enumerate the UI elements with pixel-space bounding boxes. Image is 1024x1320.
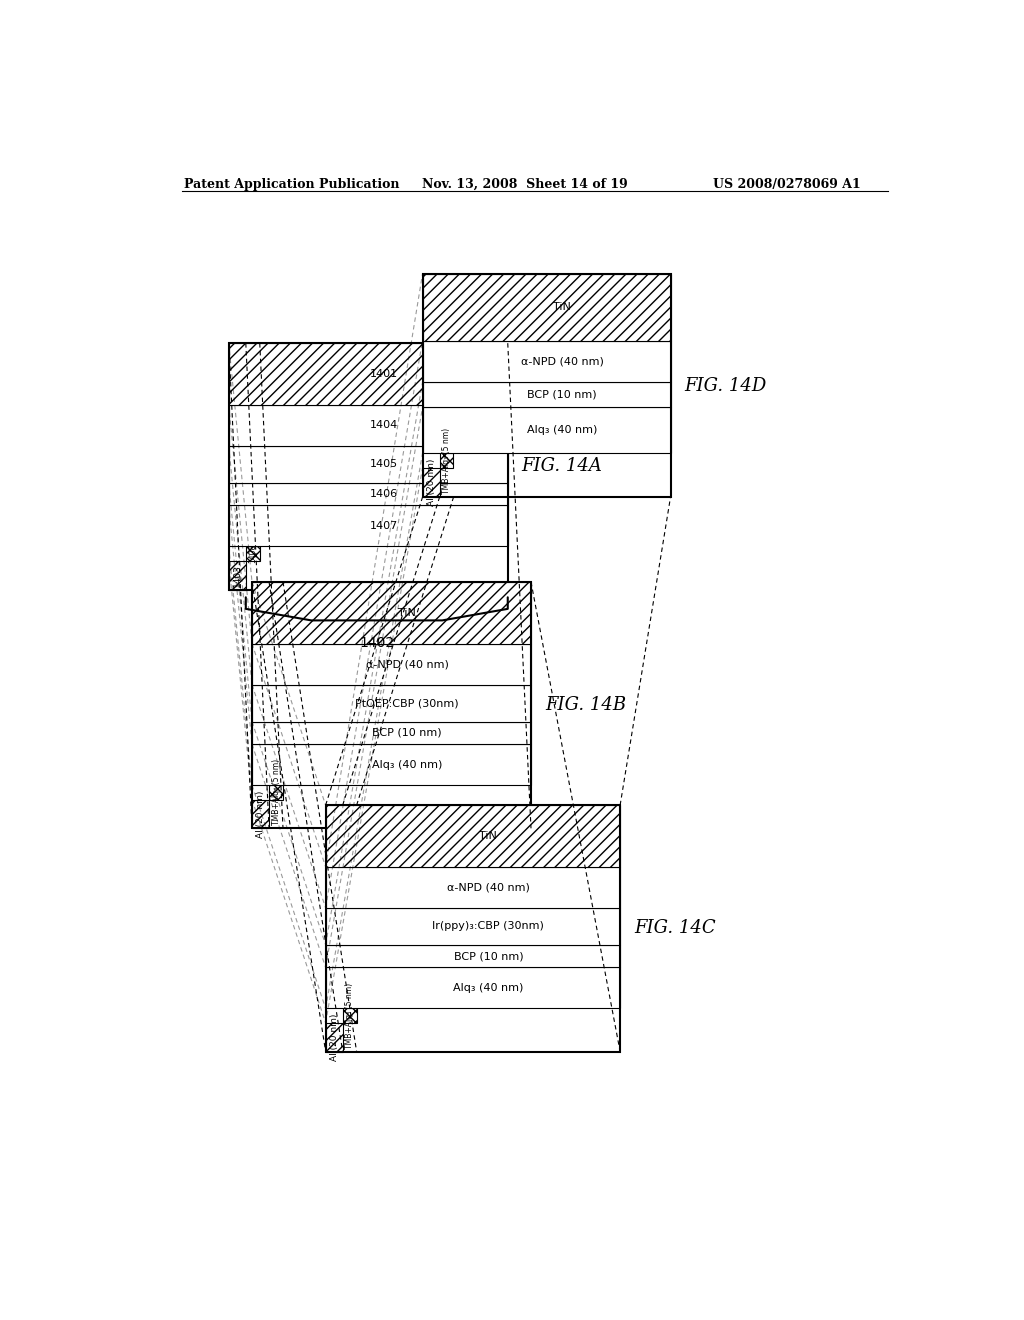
Bar: [228, 343, 508, 590]
Bar: [326, 805, 621, 1052]
Bar: [423, 469, 439, 498]
Bar: [326, 945, 621, 968]
Bar: [326, 968, 621, 1008]
Text: TiN: TiN: [398, 607, 416, 618]
Bar: [252, 744, 531, 785]
Text: Nov. 13, 2008  Sheet 14 of 19: Nov. 13, 2008 Sheet 14 of 19: [423, 178, 629, 190]
Bar: [228, 446, 508, 483]
Text: 1401: 1401: [370, 370, 397, 379]
Bar: [343, 1008, 356, 1023]
Text: α-NPD (40 nm): α-NPD (40 nm): [446, 882, 529, 892]
Text: α-NPD (40 nm): α-NPD (40 nm): [520, 356, 603, 367]
Text: TMB+Alq₃ (5 nm): TMB+Alq₃ (5 nm): [345, 982, 354, 1048]
Bar: [252, 582, 531, 829]
Text: PtOEP:CBP (30nm): PtOEP:CBP (30nm): [355, 698, 459, 708]
Text: Ir(ppy)₃:CBP (30nm): Ir(ppy)₃:CBP (30nm): [432, 921, 545, 932]
Text: BCP (10 nm): BCP (10 nm): [372, 727, 441, 738]
Text: Alq₃ (40 nm): Alq₃ (40 nm): [454, 983, 523, 993]
Text: TiN: TiN: [553, 302, 571, 313]
Text: US 2008/0278069 A1: US 2008/0278069 A1: [713, 178, 861, 190]
Text: Alq₃ (40 nm): Alq₃ (40 nm): [372, 759, 442, 770]
Text: 1408: 1408: [248, 544, 257, 564]
Text: 1402: 1402: [359, 636, 394, 649]
Text: FIG. 14D: FIG. 14D: [684, 376, 767, 395]
Bar: [326, 908, 621, 945]
Text: 1404: 1404: [370, 420, 398, 430]
Text: BCP (10 nm): BCP (10 nm): [527, 389, 597, 400]
Text: 1406: 1406: [370, 490, 397, 499]
Text: Al (20 nm): Al (20 nm): [427, 459, 435, 507]
Text: Al (20 nm): Al (20 nm): [330, 1014, 339, 1061]
Bar: [246, 546, 260, 561]
Text: 1405: 1405: [370, 459, 397, 470]
Text: TiN: TiN: [479, 832, 498, 841]
Bar: [252, 722, 531, 744]
Bar: [423, 383, 671, 408]
Text: Al (20 nm): Al (20 nm): [256, 791, 265, 838]
Text: α-NPD (40 nm): α-NPD (40 nm): [366, 659, 449, 669]
Bar: [423, 408, 671, 453]
Bar: [228, 483, 508, 506]
Bar: [326, 1023, 343, 1052]
Text: 1407: 1407: [370, 521, 398, 531]
Bar: [423, 341, 671, 383]
Bar: [252, 644, 531, 685]
Text: FIG. 14A: FIG. 14A: [521, 458, 602, 475]
Bar: [252, 582, 531, 644]
Bar: [228, 343, 508, 405]
Bar: [252, 685, 531, 722]
Bar: [326, 867, 621, 908]
Bar: [228, 561, 246, 590]
Bar: [269, 785, 283, 800]
Text: BCP (10 nm): BCP (10 nm): [454, 952, 523, 961]
Text: 1403: 1403: [232, 564, 242, 586]
Text: Patent Application Publication: Patent Application Publication: [183, 178, 399, 190]
Bar: [423, 275, 671, 498]
Bar: [439, 453, 454, 469]
Bar: [228, 506, 508, 546]
Text: TMB+Alq₃ (5 nm): TMB+Alq₃ (5 nm): [442, 428, 451, 494]
Text: FIG. 14C: FIG. 14C: [634, 920, 716, 937]
Bar: [228, 405, 508, 446]
Bar: [326, 805, 621, 867]
Bar: [423, 275, 671, 341]
Text: Alq₃ (40 nm): Alq₃ (40 nm): [526, 425, 597, 436]
Text: FIG. 14B: FIG. 14B: [545, 696, 626, 714]
Bar: [252, 800, 269, 829]
Text: TMB+Alq₃ (5 nm): TMB+Alq₃ (5 nm): [271, 759, 281, 825]
